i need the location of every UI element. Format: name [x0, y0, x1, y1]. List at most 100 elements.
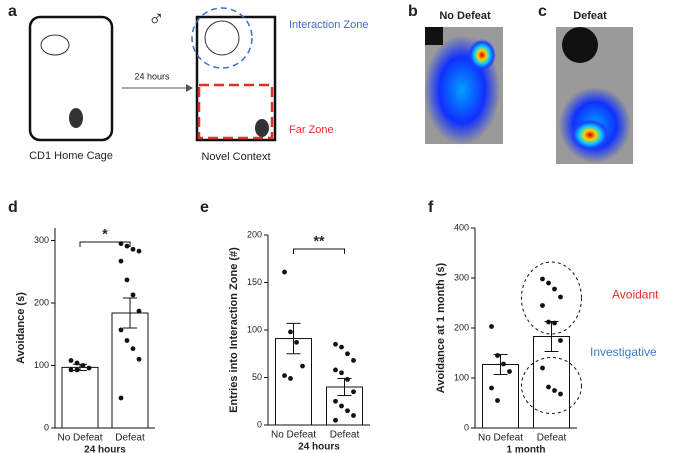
data-point — [489, 324, 494, 329]
bar — [482, 364, 519, 429]
significance: ** — [314, 233, 325, 249]
data-point — [552, 320, 557, 326]
x-axis-label: 24 hours — [298, 442, 340, 453]
data-point — [552, 286, 557, 292]
group-circle — [521, 261, 582, 335]
male-symbol: ♂ — [148, 6, 165, 31]
x-axis-label: 1 month — [507, 445, 546, 453]
panel-label: d — [8, 199, 18, 216]
group-label: Avoidant — [612, 288, 659, 302]
panel-label: e — [200, 199, 209, 216]
data-point — [540, 276, 545, 282]
data-point — [558, 391, 563, 397]
data-point — [74, 367, 80, 373]
data-point — [68, 358, 74, 363]
bar — [111, 312, 149, 429]
cd1-mouse — [40, 34, 70, 56]
y-tick-label: 300 — [34, 235, 49, 245]
y-tick-label: 300 — [454, 272, 469, 282]
x-tick-label: No Defeat — [478, 433, 523, 444]
data-point — [124, 338, 130, 343]
interaction-zone-label: Interaction Zone — [289, 19, 369, 31]
panel-label: b — [408, 3, 418, 20]
data-point — [68, 367, 74, 373]
data-point — [495, 398, 500, 403]
data-point — [558, 294, 563, 300]
test-mouse — [255, 119, 269, 137]
heat-blob — [468, 39, 496, 71]
panel-label: f — [428, 199, 434, 216]
x-tick-label: Defeat — [115, 433, 145, 444]
data-point — [333, 398, 338, 404]
heat-blob — [570, 119, 610, 151]
data-point — [130, 246, 136, 252]
y-tick-label: 100 — [247, 324, 262, 334]
far-zone-label: Far Zone — [289, 124, 334, 136]
cup-shadow — [425, 27, 443, 45]
group-circle — [521, 357, 582, 414]
data-point — [339, 370, 344, 376]
data-point — [80, 363, 86, 368]
y-tick-label: 50 — [252, 372, 262, 382]
data-point — [136, 356, 142, 362]
data-point — [351, 389, 356, 395]
novel-context — [195, 15, 277, 142]
panel-label: a — [8, 3, 17, 20]
data-point — [288, 376, 293, 381]
y-axis-label: Avoidance (s) — [15, 292, 27, 364]
significance-bracket — [293, 248, 345, 254]
data-point — [501, 361, 506, 367]
data-point — [333, 367, 338, 373]
x-tick-label: Defeat — [537, 433, 567, 444]
data-point — [136, 248, 142, 254]
far-zone — [197, 83, 274, 140]
data-point — [282, 269, 287, 275]
y-axis-label: Avoidance at 1 month (s) — [435, 262, 447, 393]
data-point — [118, 258, 124, 264]
data-point — [552, 388, 557, 393]
data-point — [288, 329, 293, 335]
y-tick-label: 150 — [247, 277, 262, 287]
y-tick-label: 0 — [257, 419, 262, 429]
data-point — [333, 417, 338, 423]
y-tick-label: 200 — [34, 297, 49, 307]
significance: * — [102, 226, 108, 242]
data-point — [130, 292, 136, 298]
data-point — [345, 351, 350, 357]
arrow-head — [186, 84, 193, 92]
data-point — [118, 395, 124, 401]
bar — [61, 366, 99, 429]
data-point — [495, 353, 500, 358]
data-point — [546, 280, 551, 286]
data-point — [333, 341, 338, 347]
x-tick-label: No Defeat — [57, 433, 102, 444]
y-tick-label: 0 — [464, 422, 469, 432]
data-point — [558, 338, 563, 343]
novel-context-label: Novel Context — [201, 151, 270, 163]
significance-bracket — [79, 241, 131, 247]
data-point — [507, 369, 512, 374]
data-point — [339, 344, 344, 350]
y-tick-label: 400 — [454, 222, 469, 232]
y-tick-label: 200 — [454, 322, 469, 332]
data-point — [130, 346, 136, 352]
data-point — [124, 243, 130, 249]
data-point — [118, 327, 124, 333]
cup — [204, 20, 240, 56]
heatmap-title: No Defeat — [439, 10, 491, 22]
data-point — [74, 360, 80, 366]
home-cage-label: CD1 Home Cage — [29, 150, 113, 162]
data-point — [540, 365, 545, 371]
x-axis-label: 24 hours — [84, 445, 126, 453]
y-tick-label: 100 — [454, 372, 469, 382]
y-axis-label: Entries into Interaction Zone (#) — [228, 247, 240, 413]
data-point — [339, 403, 344, 409]
x-tick-label: Defeat — [330, 430, 360, 441]
data-point — [294, 339, 299, 345]
data-point — [345, 377, 350, 382]
data-point — [351, 358, 356, 363]
data-point — [351, 413, 356, 418]
data-point — [540, 303, 545, 308]
delay-label: 24 hours — [134, 71, 170, 81]
